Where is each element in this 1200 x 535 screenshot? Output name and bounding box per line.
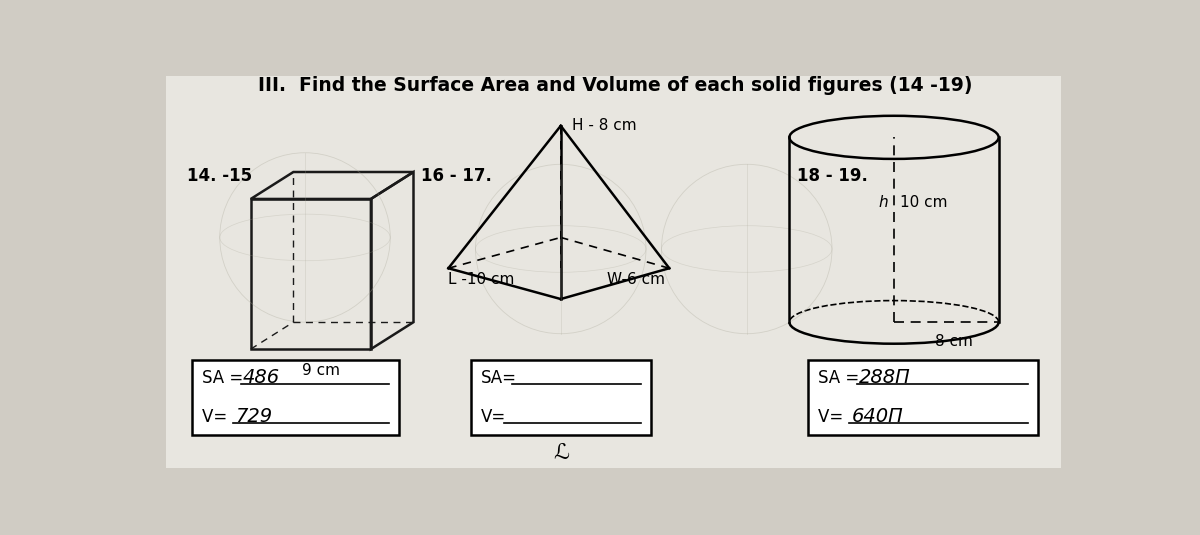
Text: 486: 486 xyxy=(242,368,280,387)
Text: V=: V= xyxy=(481,408,506,426)
Text: 16 - 17.: 16 - 17. xyxy=(421,167,492,185)
Text: 14. -15: 14. -15 xyxy=(187,167,252,185)
Text: 18 - 19.: 18 - 19. xyxy=(797,167,868,185)
FancyBboxPatch shape xyxy=(192,360,398,434)
Text: V=: V= xyxy=(202,408,233,426)
FancyBboxPatch shape xyxy=(808,360,1038,434)
Text: III.  Find the Surface Area and Volume of each solid figures (14 -19): III. Find the Surface Area and Volume of… xyxy=(258,76,972,95)
FancyBboxPatch shape xyxy=(166,76,1061,469)
Text: SA =: SA = xyxy=(202,369,248,387)
Text: 640Π: 640Π xyxy=(851,407,904,426)
Text: ℒ: ℒ xyxy=(553,443,569,463)
FancyBboxPatch shape xyxy=(470,360,650,434)
Text: L -10 cm: L -10 cm xyxy=(449,272,515,287)
Text: 10 cm: 10 cm xyxy=(900,195,948,210)
Text: W-6 cm: W-6 cm xyxy=(607,272,665,287)
Text: 288Π: 288Π xyxy=(859,368,911,387)
Text: 8 cm: 8 cm xyxy=(935,334,973,349)
Text: 729: 729 xyxy=(235,407,272,426)
Text: h: h xyxy=(878,195,888,210)
Text: SA =: SA = xyxy=(818,369,864,387)
Text: H - 8 cm: H - 8 cm xyxy=(572,118,637,133)
Text: V=: V= xyxy=(818,408,848,426)
Text: SA=: SA= xyxy=(481,369,517,387)
Text: 9 cm: 9 cm xyxy=(302,363,341,378)
